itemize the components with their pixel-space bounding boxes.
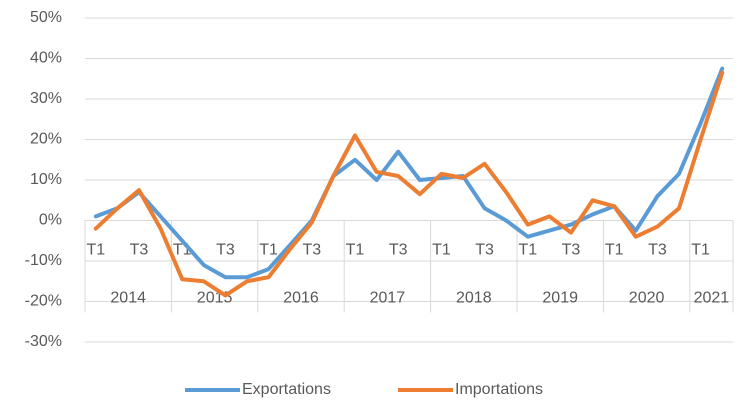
y-tick-label: 20% <box>30 131 62 148</box>
x-tick-label: T3 <box>389 242 408 259</box>
x-tick-label: T1 <box>346 242 365 259</box>
x-tick-label: T1 <box>605 242 624 259</box>
group-label: 2014 <box>110 290 146 307</box>
x-tick-label: T1 <box>518 242 537 259</box>
group-label: 2019 <box>542 290 578 307</box>
y-tick-label: 30% <box>30 90 62 107</box>
x-tick-label: T1 <box>691 242 710 259</box>
x-tick-label: T1 <box>86 242 105 259</box>
y-tick-label: -30% <box>25 333 62 350</box>
x-tick-label: T3 <box>475 242 494 259</box>
y-tick-label: -10% <box>25 252 62 269</box>
x-tick-label: T3 <box>216 242 235 259</box>
y-tick-label: 50% <box>30 9 62 26</box>
legend-label: Importations <box>455 381 543 398</box>
x-tick-label: T3 <box>130 242 149 259</box>
y-tick-label: -20% <box>25 293 62 310</box>
x-tick-label: T3 <box>562 242 581 259</box>
y-tick-label: 10% <box>30 171 62 188</box>
group-label: 2020 <box>629 290 665 307</box>
group-label: 2018 <box>456 290 492 307</box>
series-line <box>93 70 725 298</box>
x-tick-label: T3 <box>648 242 667 259</box>
y-tick-label: 0% <box>39 212 62 229</box>
group-label: 2017 <box>370 290 406 307</box>
x-tick-label: T1 <box>259 242 278 259</box>
x-tick-label: T1 <box>432 242 451 259</box>
legend-label: Exportations <box>242 381 331 398</box>
y-tick-label: 40% <box>30 50 62 67</box>
x-tick-label: T3 <box>302 242 321 259</box>
group-label: 2016 <box>283 290 319 307</box>
group-label: 2021 <box>694 290 730 307</box>
